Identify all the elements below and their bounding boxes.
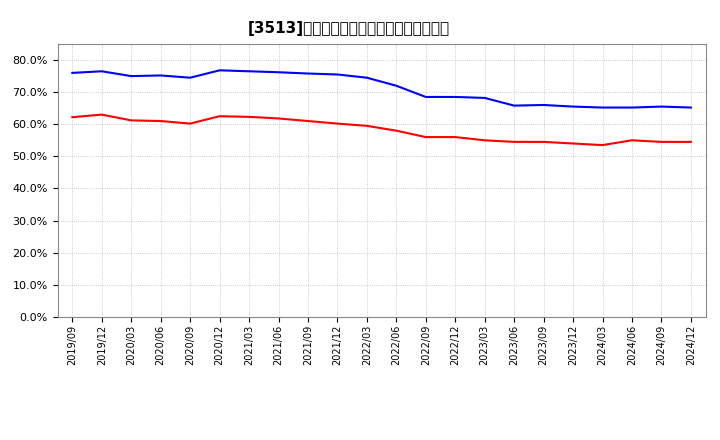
固定長期適合率: [127, 118, 135, 123]
固定比率: [451, 94, 459, 99]
固定長期適合率: [451, 135, 459, 140]
固定比率: [274, 70, 283, 75]
固定長期適合率: [628, 138, 636, 143]
固定比率: [97, 69, 106, 74]
固定比率: [628, 105, 636, 110]
固定長期適合率: [215, 114, 224, 119]
Line: 固定長期適合率: 固定長期適合率: [72, 114, 691, 145]
固定長期適合率: [657, 139, 666, 144]
固定比率: [657, 104, 666, 109]
Title: [3513]　固定比率、固定長期適合率の推移: [3513] 固定比率、固定長期適合率の推移: [248, 21, 450, 36]
固定長期適合率: [569, 141, 577, 146]
固定比率: [687, 105, 696, 110]
固定比率: [539, 103, 548, 108]
固定比率: [127, 73, 135, 79]
固定比率: [156, 73, 165, 78]
固定比率: [215, 68, 224, 73]
固定比率: [510, 103, 518, 108]
固定比率: [245, 69, 253, 74]
固定比率: [421, 94, 430, 99]
固定長期適合率: [333, 121, 342, 126]
固定比率: [598, 105, 607, 110]
固定比率: [186, 75, 194, 81]
固定比率: [304, 71, 312, 76]
固定長期適合率: [363, 123, 372, 128]
固定長期適合率: [421, 135, 430, 140]
固定比率: [333, 72, 342, 77]
固定長期適合率: [68, 114, 76, 120]
固定比率: [363, 75, 372, 81]
固定長期適合率: [539, 139, 548, 144]
固定比率: [480, 95, 489, 101]
Line: 固定比率: 固定比率: [72, 70, 691, 107]
固定長期適合率: [510, 139, 518, 144]
固定比率: [569, 104, 577, 109]
固定長期適合率: [156, 118, 165, 124]
固定長期適合率: [598, 143, 607, 148]
固定長期適合率: [480, 138, 489, 143]
固定長期適合率: [245, 114, 253, 120]
固定長期適合率: [392, 128, 400, 133]
固定長期適合率: [687, 139, 696, 144]
固定長期適合率: [304, 118, 312, 124]
固定長期適合率: [274, 116, 283, 121]
固定長期適合率: [97, 112, 106, 117]
固定比率: [392, 83, 400, 88]
固定比率: [68, 70, 76, 76]
固定長期適合率: [186, 121, 194, 126]
